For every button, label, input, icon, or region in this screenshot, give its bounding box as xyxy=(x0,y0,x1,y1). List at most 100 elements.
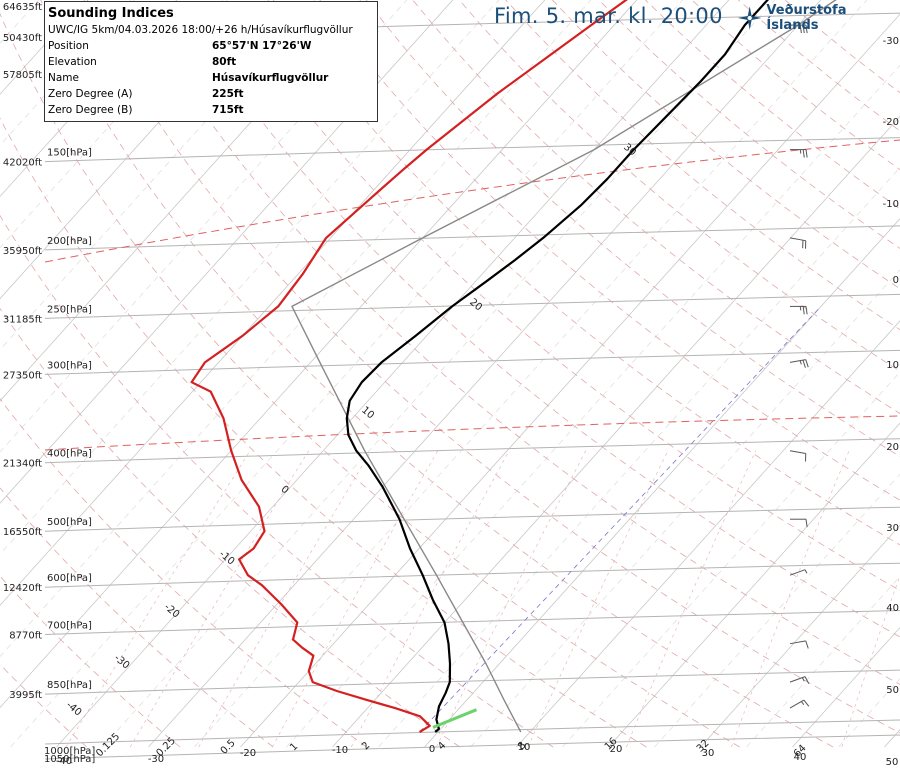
dry-adiabat-line xyxy=(86,0,900,734)
info-row-name: Name Húsavíkurflugvöllur xyxy=(48,70,377,86)
mixing-ratio-line xyxy=(436,450,587,748)
info-value: 65°57'N 17°26'W xyxy=(212,40,312,52)
mixing-ratio-line xyxy=(65,450,251,748)
wind-barb-feather xyxy=(802,359,806,368)
altitude-label: 8770ft xyxy=(9,631,42,642)
info-value: Húsavíkurflugvöllur xyxy=(212,72,329,84)
bottom-temperature-label: 20 xyxy=(610,744,623,755)
isotherm-line xyxy=(424,218,900,748)
altitude-label: 12420ft xyxy=(3,583,42,594)
dry-adiabat-line xyxy=(505,0,900,331)
info-value: 225ft xyxy=(212,88,244,100)
surface-marker xyxy=(432,708,478,729)
wind-barb xyxy=(789,569,808,576)
right-axis-label: 30 xyxy=(886,523,899,534)
isobar-line xyxy=(44,293,900,319)
parcel-line xyxy=(291,0,837,733)
wind-barb-feather xyxy=(799,25,802,34)
isotherm-line xyxy=(608,422,900,748)
mixing-ratio-label: 2 xyxy=(360,740,372,752)
pressure-label: 250[hPa] xyxy=(47,304,92,315)
dry-adiabat-line xyxy=(0,214,554,748)
isotherm-dashed-line xyxy=(654,473,900,748)
isotherm-line xyxy=(516,320,900,748)
pressure-label: 150[hPa] xyxy=(47,148,92,159)
isobar-line xyxy=(44,734,900,760)
wind-barb-staff xyxy=(789,569,806,576)
isobar-lines xyxy=(44,12,900,760)
altitude-label: 21340ft xyxy=(3,459,42,470)
isotherm-label: -10 xyxy=(217,549,237,568)
level-reference-line xyxy=(44,415,900,451)
wind-barb xyxy=(789,237,807,249)
forecast-time-title: Fim. 5. mar. kl. 20:00 xyxy=(494,4,723,28)
temperature-line xyxy=(190,0,628,733)
reference-lines xyxy=(44,139,900,733)
bottom-temperature-label: 30 xyxy=(702,748,715,759)
altitude-label: 27350ft xyxy=(3,370,42,381)
pressure-label: 700[hPa] xyxy=(47,621,92,632)
mixing-ratio-line xyxy=(841,574,900,748)
pressure-label: 850[hPa] xyxy=(47,680,92,691)
isotherm-dashed-line xyxy=(378,167,900,748)
wind-barb xyxy=(789,450,807,462)
dewpoint-line xyxy=(345,0,769,733)
wind-barb-feather xyxy=(805,25,808,34)
bottom-temperature-label: 50 xyxy=(886,757,899,768)
wind-barb xyxy=(789,699,810,709)
wind-barb-feather xyxy=(800,701,805,705)
info-row-position: Position 65°57'N 17°26'W xyxy=(48,38,377,54)
bottom-temperature-label: -30 xyxy=(148,754,164,765)
bottom-temperature-label: 10 xyxy=(518,742,531,753)
wind-barb-feather xyxy=(802,25,805,34)
wind-barb-feather xyxy=(805,306,808,315)
wind-barb-feather xyxy=(805,519,808,528)
altitude-label: 42020ft xyxy=(3,158,42,169)
isotherm-label: 20 xyxy=(467,297,484,314)
isotherm-label: -40 xyxy=(64,700,84,719)
right-axis-label: -10 xyxy=(883,199,899,210)
info-key: Zero Degree (B) xyxy=(48,104,133,116)
wind-barb-staff xyxy=(789,640,806,645)
pressure-label: 500[hPa] xyxy=(47,517,92,528)
wind-barb-feather xyxy=(804,676,810,684)
dry-adiabat-line xyxy=(226,0,900,591)
dry-adiabat-line xyxy=(272,0,900,546)
tropopause-reference-line xyxy=(44,139,900,263)
sounding-info-panel: Sounding Indices UWC/IG 5km/04.03.2026 1… xyxy=(44,1,378,122)
wind-barb-feather xyxy=(799,149,802,154)
wind-barb-feather xyxy=(805,640,809,649)
pressure-label: 1000[hPa] xyxy=(44,746,95,757)
dry-adiabat-line xyxy=(784,0,900,94)
mixing-ratio-line xyxy=(350,450,510,748)
wind-barb-feather xyxy=(804,569,808,574)
right-axis-label: -30 xyxy=(883,36,899,47)
info-key: Name xyxy=(48,72,79,84)
mixing-ratio-line xyxy=(198,450,372,748)
wind-barb-staff xyxy=(789,450,806,454)
dry-adiabat-lines xyxy=(0,0,900,748)
wind-barb-feather xyxy=(801,677,805,682)
isobar-line xyxy=(44,562,900,588)
pressure-label: 600[hPa] xyxy=(47,573,92,584)
isotherm-dashed-line xyxy=(470,269,900,748)
info-row-elevation: Elevation 80ft xyxy=(48,54,377,70)
info-value: 715ft xyxy=(212,104,244,116)
right-axis-label: 40 xyxy=(886,603,899,614)
mixing-ratio-line xyxy=(271,450,439,748)
dry-adiabat-line xyxy=(0,663,87,748)
isotherm-line xyxy=(0,0,638,709)
dry-adiabat-line xyxy=(40,0,834,748)
isotherm-line xyxy=(700,524,900,748)
isotherm-line xyxy=(0,0,546,606)
isotherm-line xyxy=(884,729,900,748)
dry-adiabat-line xyxy=(0,12,740,748)
wind-barb xyxy=(789,676,810,684)
freezing-reference-line xyxy=(419,306,822,733)
isotherm-label: -30 xyxy=(112,653,132,672)
altitude-label: 16550ft xyxy=(3,527,42,538)
wind-barb xyxy=(790,149,808,158)
isotherm-dashed-line xyxy=(562,371,900,748)
mixing-ratio-label: 0.5 xyxy=(219,738,238,757)
isobar-line xyxy=(44,669,900,695)
